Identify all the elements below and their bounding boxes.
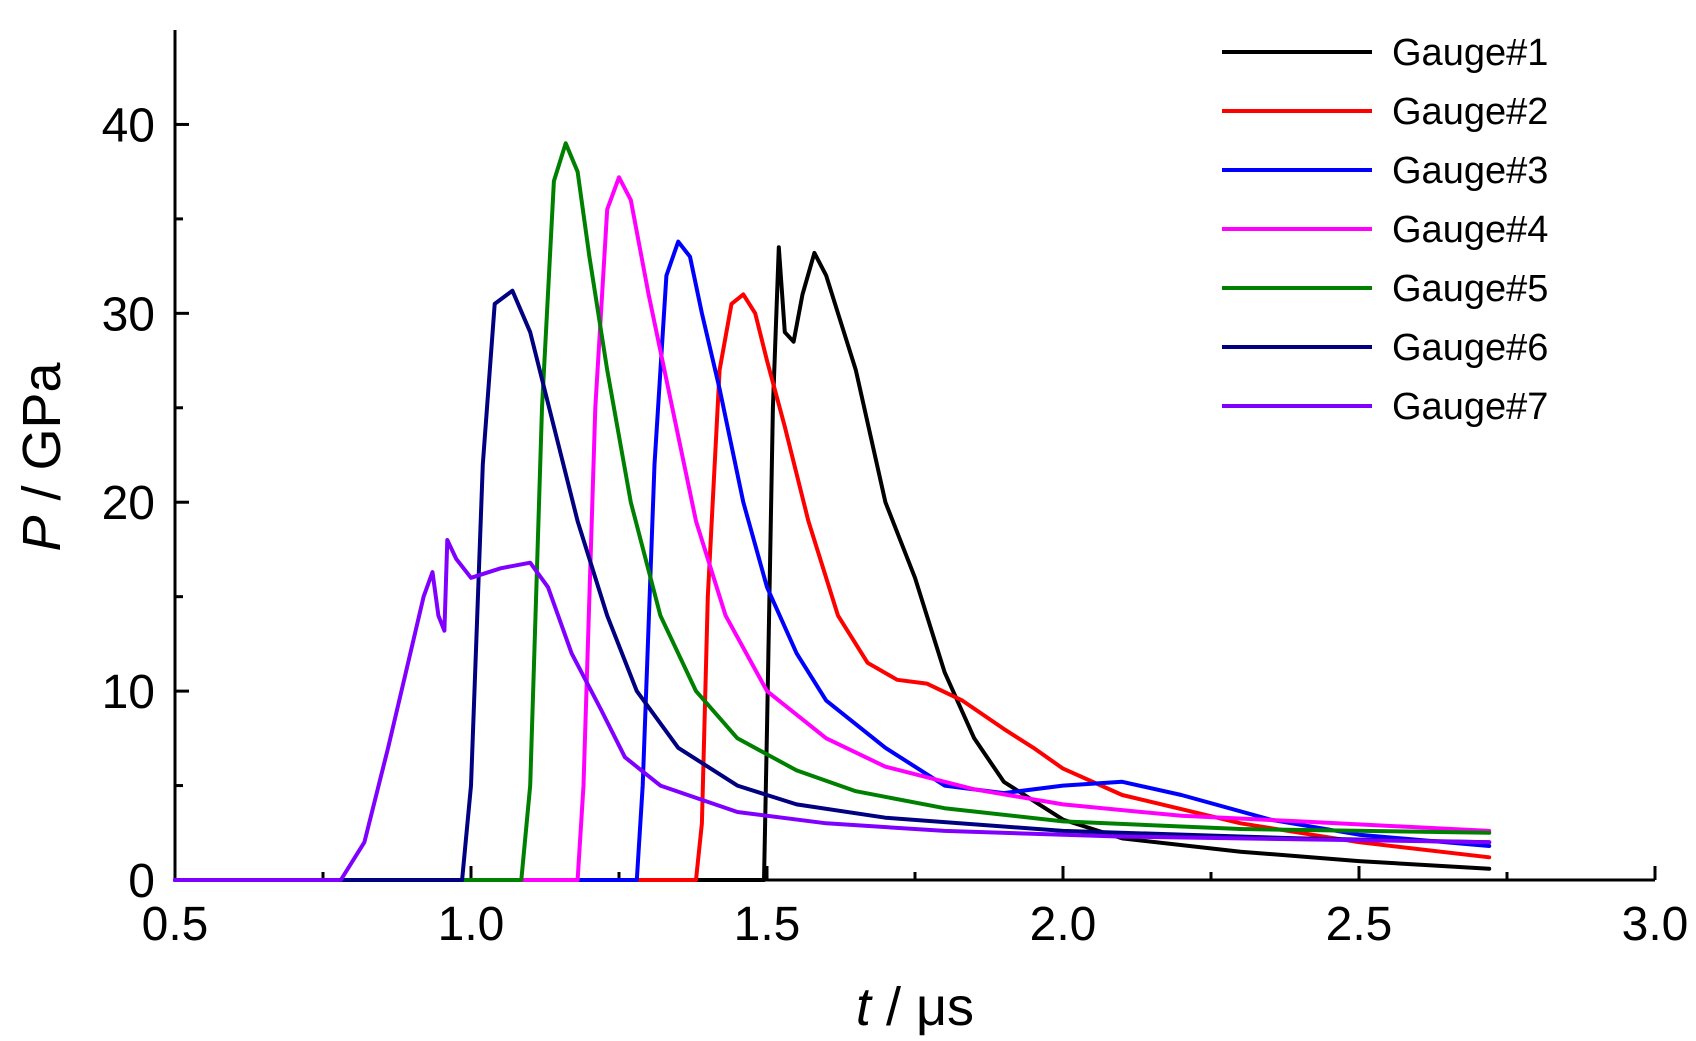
- y-tick-label: 40: [102, 99, 155, 152]
- x-tick-label: 1.0: [438, 898, 505, 951]
- x-tick-label: 0.5: [142, 898, 209, 951]
- y-axis-title: P / GPa: [12, 361, 72, 551]
- x-tick-label: 2.5: [1326, 898, 1393, 951]
- series-line-gauge-1: [173, 245, 1492, 882]
- x-tick-label: 3.0: [1622, 898, 1689, 951]
- series-line-gauge-7: [173, 538, 1492, 882]
- legend-label: Gauge#7: [1392, 386, 1548, 428]
- x-tick-label: 1.5: [734, 898, 801, 951]
- x-axis-variable: t: [856, 977, 873, 1037]
- x-axis-title: t / μs: [856, 977, 974, 1037]
- y-tick-label: 30: [102, 288, 155, 341]
- legend-label: Gauge#1: [1392, 32, 1548, 74]
- legend-label: Gauge#4: [1392, 209, 1548, 251]
- series-line-gauge-4: [173, 175, 1492, 882]
- series-lines: [173, 141, 1492, 882]
- y-tick-label: 20: [102, 477, 155, 530]
- legend-label: Gauge#5: [1392, 268, 1548, 310]
- x-axis-unit: / μs: [871, 977, 974, 1037]
- y-axis-unit: / GPa: [12, 361, 72, 515]
- y-tick-label: 10: [102, 666, 155, 719]
- legend: Gauge#1 Gauge#2 Gauge#3 Gauge#4 Gauge#5 Gauge…: [1222, 32, 1548, 428]
- y-tick-label: 0: [128, 855, 155, 908]
- y-axis-variable: P: [12, 516, 72, 552]
- x-tick-label: 2.0: [1030, 898, 1097, 951]
- legend-label: Gauge#2: [1392, 91, 1548, 133]
- series-line-gauge-3: [173, 239, 1492, 882]
- legend-label: Gauge#3: [1392, 150, 1548, 192]
- series-line-gauge-5: [173, 141, 1492, 882]
- tick-labels: 0.5 1.0 1.5 2.0 2.5 3.0 0 10 20 30 40: [102, 99, 1689, 951]
- legend-label: Gauge#6: [1392, 327, 1548, 369]
- series-line-gauge-2: [173, 292, 1492, 882]
- series-line-gauge-6: [173, 288, 1492, 882]
